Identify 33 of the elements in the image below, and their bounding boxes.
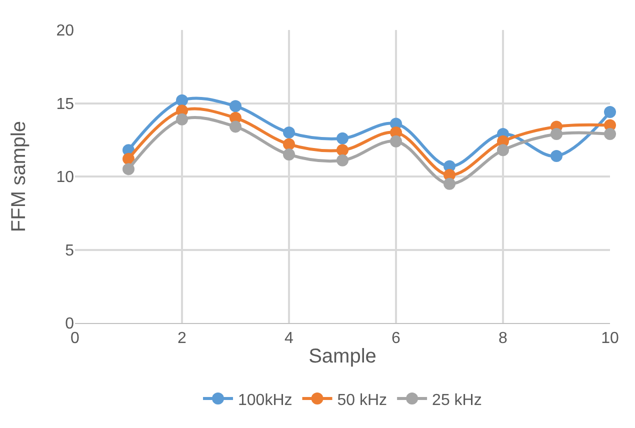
point [283,138,295,150]
point [604,128,616,140]
x-tick-label: 4 [284,330,294,348]
x-tick-label: 10 [601,330,619,348]
x-tick-label: 6 [392,330,401,348]
point [550,128,562,140]
y-tick-label: 10 [56,169,74,186]
point [230,120,242,133]
point [283,126,295,139]
point [336,144,348,156]
y-tick-label: 20 [56,22,74,40]
point [176,113,188,126]
point [122,163,134,176]
point [336,154,348,166]
y-tick-label: 15 [56,96,74,113]
y-tick-label: 5 [65,242,74,260]
x-axis-title: Sample [308,346,376,368]
point [230,100,242,112]
point [604,106,616,118]
point [336,132,348,144]
point [497,144,509,156]
y-tick-label: 0 [65,316,74,333]
y-axis-title: FFM sample [8,120,30,232]
legend-label: 100kHz [238,392,292,409]
point [444,178,456,190]
point [390,135,402,148]
legend-label: 50 kHz [337,392,388,409]
point [550,150,562,162]
x-tick-label: 2 [178,330,187,348]
legend-label: 25 kHz [432,392,482,409]
point [283,148,295,161]
x-tick-label: 8 [498,330,508,348]
point [176,94,188,106]
